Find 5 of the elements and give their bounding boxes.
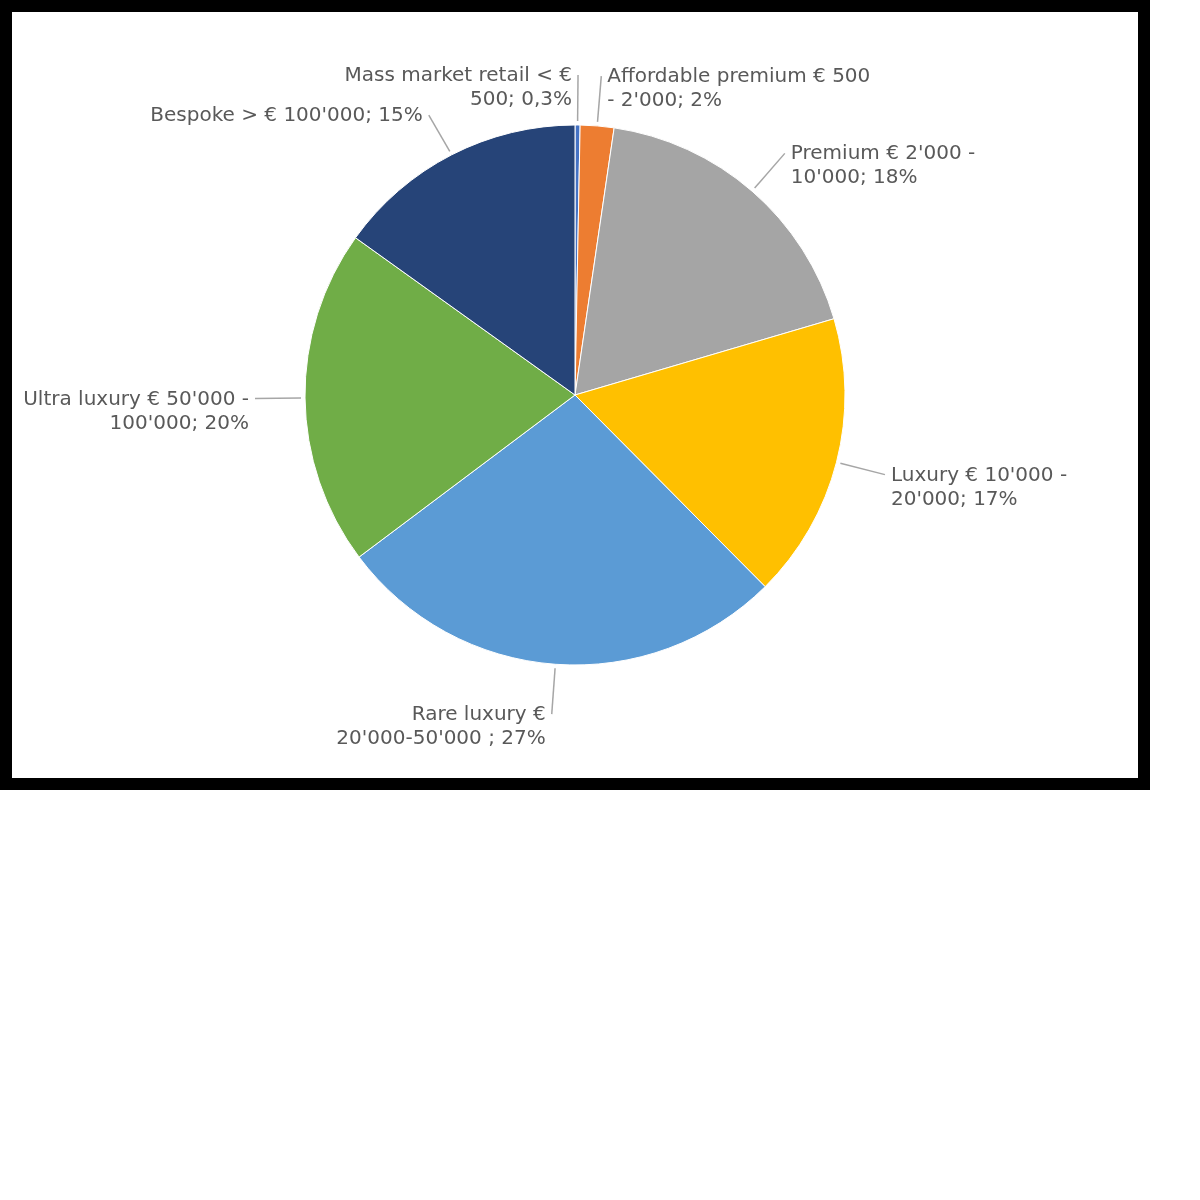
slice-label: Premium € 2'000 - 10'000; 18% — [790, 140, 976, 189]
slice-label: Rare luxury € 20'000-50'000 ; 27% — [336, 701, 546, 750]
slice-label: Ultra luxury € 50'000 - 100'000; 20% — [23, 385, 250, 434]
slice-label: Luxury € 10'000 - 20'000; 17% — [890, 461, 1068, 510]
slice-label: Affordable premium € 500 - 2'000; 2% — [607, 63, 871, 112]
